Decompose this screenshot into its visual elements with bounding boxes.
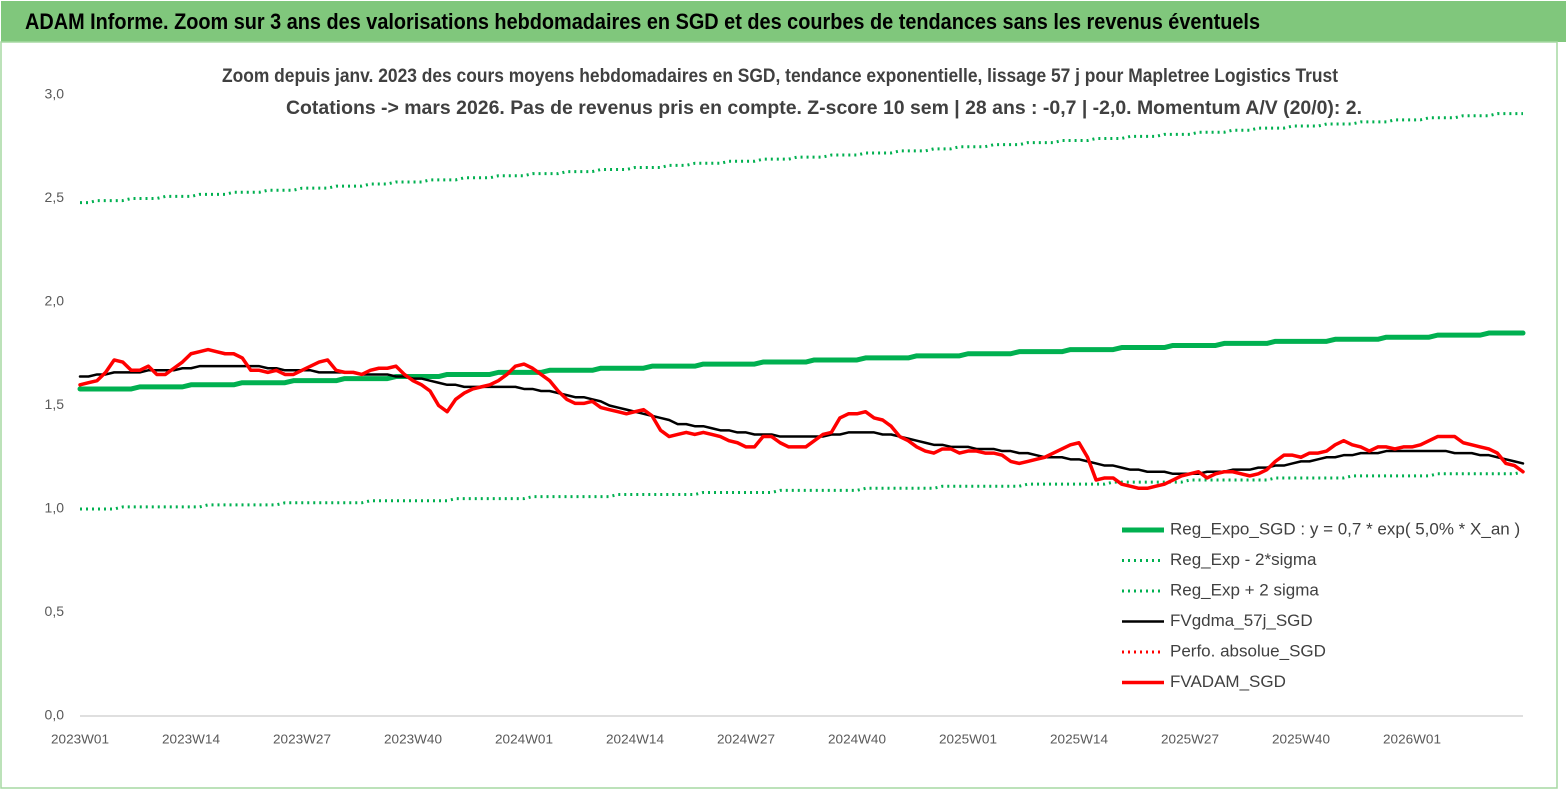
x-tick-label: 2024W01 [495,731,553,746]
legend-label: FVADAM_SGD [1170,672,1286,691]
chart-frame [0,41,1558,789]
legend-label: Reg_Exp - 2*sigma [1170,550,1317,569]
x-tick-label: 2024W40 [828,731,886,746]
x-tick-label: 2025W40 [1272,731,1330,746]
legend-label: Perfo. absolue_SGD [1170,641,1326,660]
x-tick-label: 2023W27 [273,731,331,746]
series-line [80,470,1524,511]
y-tick-label: 0,0 [45,707,65,723]
y-tick-label: 0,5 [45,603,65,619]
x-tick-label: 2024W14 [606,731,664,746]
legend-label: Reg_Exp + 2 sigma [1170,580,1319,599]
series-line [77,330,1526,392]
x-tick-label: 2024W27 [717,731,775,746]
y-tick-label: 1,5 [45,396,65,412]
x-tick-label: 2023W40 [384,731,442,746]
y-tick-label: 3,0 [45,86,65,102]
x-tick-label: 2023W14 [162,731,220,746]
legend-label: FVgdma_57j_SGD [1170,611,1313,630]
x-tick-label: 2025W14 [1050,731,1108,746]
x-tick-label: 2025W27 [1161,731,1219,746]
chart-subtitle: Zoom depuis janv. 2023 des cours moyens … [222,66,1339,87]
legend-label: Reg_Expo_SGD : y = 0,7 * exp( 5,0% * X_a… [1170,519,1520,538]
x-tick-label: 2023W01 [51,731,109,746]
chart-subtitle: Cotations -> mars 2026. Pas de revenus p… [286,98,1362,119]
y-tick-label: 1,0 [45,500,65,516]
y-tick-label: 2,0 [45,293,65,309]
x-tick-label: 2025W01 [939,731,997,746]
series-line [78,364,1525,476]
y-tick-label: 2,5 [45,189,65,205]
chart-title: ADAM Informe. Zoom sur 3 ans des valoris… [25,9,1260,34]
series-line [80,112,1523,205]
series-line [78,347,1525,491]
header-band [1,1,1566,42]
x-tick-label: 2026W01 [1383,731,1441,746]
